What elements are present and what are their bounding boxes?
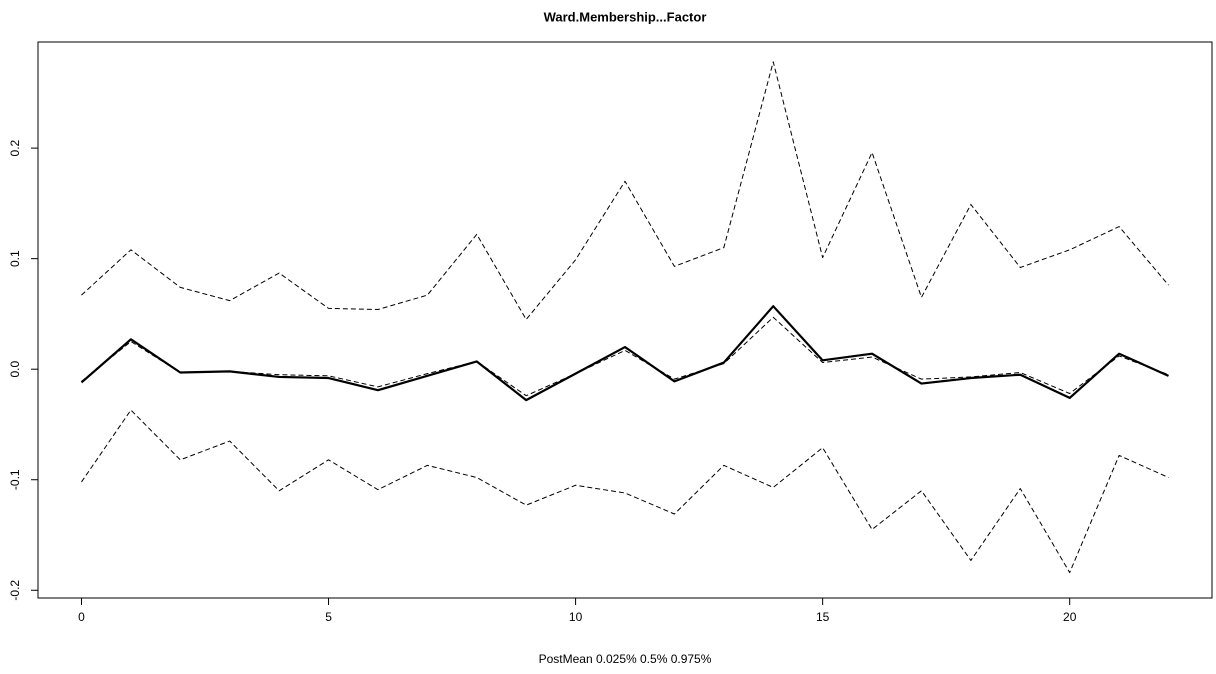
plot-box [37,41,1213,599]
y-tick-label: 0.1 [8,250,22,267]
y-tick-label: -0.1 [8,469,22,490]
y-tick-label: 0.2 [8,139,22,156]
series-line [80,305,1169,402]
y-tick-label: -0.2 [8,580,22,601]
chart-title: Ward.Membership...Factor [544,9,707,24]
x-tick-label: 5 [325,610,332,624]
y-tick-label: 0.0 [8,361,22,378]
series-line [81,61,1169,320]
x-tick-label: 10 [569,610,583,624]
x-tick-label: 0 [78,610,85,624]
series-line [81,409,1169,574]
x-tick-label: 15 [816,610,830,624]
series-line [81,316,1169,397]
x-tick-label: 20 [1063,610,1077,624]
x-axis-label: PostMean 0.025% 0.5% 0.975% [539,652,712,666]
